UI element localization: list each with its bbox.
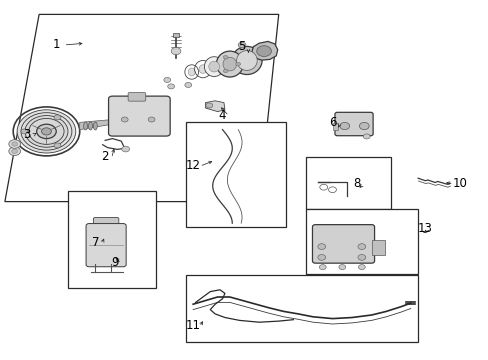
Ellipse shape — [204, 57, 224, 77]
Circle shape — [319, 265, 325, 270]
Circle shape — [37, 124, 56, 139]
Circle shape — [25, 116, 68, 147]
Circle shape — [235, 62, 240, 66]
FancyBboxPatch shape — [93, 217, 119, 228]
Text: 10: 10 — [451, 177, 466, 190]
Circle shape — [357, 244, 365, 249]
Circle shape — [357, 255, 365, 260]
Circle shape — [184, 82, 191, 87]
Ellipse shape — [236, 51, 257, 71]
Circle shape — [122, 146, 129, 152]
Circle shape — [163, 77, 170, 82]
FancyBboxPatch shape — [334, 112, 372, 136]
Circle shape — [359, 122, 368, 130]
Text: 5: 5 — [238, 40, 245, 53]
Text: 4: 4 — [218, 109, 226, 122]
FancyBboxPatch shape — [312, 225, 374, 263]
Ellipse shape — [188, 68, 195, 76]
Circle shape — [205, 103, 212, 108]
Ellipse shape — [216, 51, 243, 77]
Text: 8: 8 — [352, 177, 360, 190]
Bar — [185, 275, 417, 342]
Text: 6: 6 — [328, 116, 336, 129]
Text: 7: 7 — [91, 237, 99, 249]
Ellipse shape — [93, 122, 97, 130]
Text: 13: 13 — [417, 222, 432, 235]
Ellipse shape — [208, 61, 219, 72]
Polygon shape — [80, 120, 112, 130]
Polygon shape — [5, 14, 278, 202]
Circle shape — [223, 55, 227, 59]
Circle shape — [223, 69, 227, 73]
Bar — [185, 122, 285, 227]
FancyBboxPatch shape — [86, 224, 126, 267]
Circle shape — [317, 244, 325, 249]
Text: 1: 1 — [52, 39, 60, 51]
Circle shape — [9, 140, 20, 148]
Circle shape — [12, 142, 18, 146]
Circle shape — [9, 147, 20, 156]
Circle shape — [363, 134, 369, 139]
Circle shape — [167, 84, 174, 89]
Bar — [332, 123, 338, 130]
Circle shape — [148, 117, 155, 122]
Circle shape — [12, 149, 18, 153]
Circle shape — [317, 255, 325, 260]
Bar — [305, 157, 390, 209]
Circle shape — [21, 129, 28, 134]
Bar — [305, 209, 417, 274]
Bar — [371, 240, 385, 255]
Ellipse shape — [83, 122, 87, 130]
Bar — [68, 191, 156, 288]
Ellipse shape — [199, 65, 206, 73]
Circle shape — [171, 48, 181, 55]
Text: 2: 2 — [101, 150, 109, 163]
Circle shape — [41, 128, 51, 135]
Circle shape — [121, 117, 128, 122]
Circle shape — [54, 115, 61, 120]
Circle shape — [54, 143, 61, 148]
Circle shape — [256, 46, 271, 57]
Text: 3: 3 — [23, 129, 31, 141]
Text: 11: 11 — [185, 319, 200, 332]
FancyBboxPatch shape — [108, 96, 170, 136]
Circle shape — [358, 265, 365, 270]
Ellipse shape — [223, 57, 236, 71]
Circle shape — [17, 110, 76, 153]
Polygon shape — [251, 41, 277, 60]
Bar — [172, 33, 179, 37]
Text: 12: 12 — [185, 159, 200, 172]
Text: 9: 9 — [111, 256, 119, 269]
Circle shape — [238, 42, 245, 48]
Ellipse shape — [88, 122, 92, 130]
Circle shape — [338, 265, 345, 270]
Polygon shape — [205, 101, 224, 112]
Ellipse shape — [231, 46, 262, 75]
FancyBboxPatch shape — [128, 93, 145, 101]
Circle shape — [339, 122, 349, 130]
